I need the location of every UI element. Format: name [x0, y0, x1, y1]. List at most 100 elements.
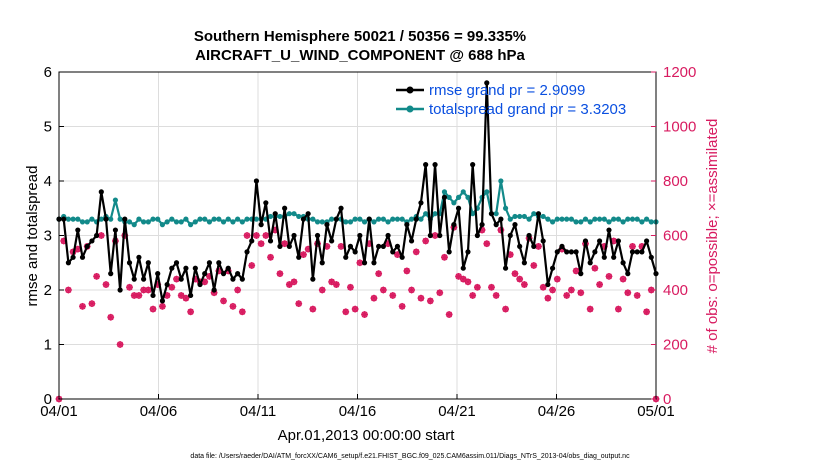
obs-assimilated-stroke [455, 273, 462, 280]
obs-assimilated-point [257, 240, 265, 248]
obs-assimilated-stroke [375, 270, 382, 277]
spread-point [371, 219, 377, 225]
spread-point [596, 216, 603, 222]
obs-assimilated-stroke [230, 303, 236, 310]
spread-point [517, 213, 523, 220]
rmse-point [615, 238, 621, 244]
rmse-point [267, 238, 274, 244]
obs-assimilated-stroke [239, 308, 246, 315]
obs-assimilated-stroke [309, 306, 316, 312]
obs-assimilated-point [342, 308, 350, 316]
rmse-point [474, 232, 480, 239]
obs-assimilated-stroke [79, 303, 86, 310]
rmse-point [361, 260, 368, 266]
rmse-point [206, 260, 213, 266]
obs-assimilated-stroke [173, 276, 180, 283]
spread-point [178, 219, 184, 225]
obs-assimilated-point [464, 278, 472, 286]
obs-assimilated-stroke [267, 254, 274, 261]
rmse-point [408, 238, 415, 244]
rmse-point [460, 265, 466, 271]
spread-point [136, 216, 142, 222]
x-tick-label: 04/21 [438, 403, 476, 420]
chart-subtitle: AIRCRAFT_U_WIND_COMPONENT @ 688 hPa [195, 47, 525, 64]
spread-point [253, 216, 260, 222]
rmse-point [432, 162, 438, 168]
spread-point [578, 219, 584, 225]
spread-point [390, 216, 396, 222]
y-tick-label: 4 [44, 173, 52, 190]
spread-point [206, 219, 213, 225]
spread-point [648, 219, 654, 225]
obs-assimilated-stroke [361, 311, 368, 318]
rmse-point [564, 249, 570, 255]
obs-assimilated-point [502, 305, 509, 313]
rmse-point [441, 194, 448, 200]
obs-assimilated-stroke [65, 287, 72, 293]
spread-point [164, 219, 170, 225]
obs-assimilated-stroke [126, 284, 133, 291]
y2-tick-label: 200 [663, 337, 688, 354]
y2-tick-label: 1200 [663, 64, 696, 81]
rmse-point [446, 249, 452, 255]
rmse-point [155, 271, 161, 277]
rmse-point [427, 232, 433, 239]
y2-tick-label: 0 [663, 391, 671, 408]
rmse-point [484, 80, 490, 86]
obs-assimilated-point [379, 286, 387, 294]
obs-assimilated-stroke [328, 278, 335, 285]
obs-assimilated-stroke [131, 292, 138, 299]
obs-assimilated-stroke [488, 284, 495, 291]
obs-assimilated-point [276, 270, 284, 278]
obs-assimilated-point [469, 292, 477, 299]
obs-assimilated-stroke [479, 227, 485, 233]
spread-point [455, 194, 462, 200]
rmse-point [225, 265, 231, 271]
rmse-point [324, 222, 330, 228]
obs-assimilated-point [130, 292, 138, 299]
rmse-point [465, 249, 471, 255]
obs-assimilated-stroke [88, 300, 95, 307]
obs-assimilated-stroke [183, 295, 189, 302]
obs-assimilated-stroke [512, 270, 518, 277]
rmse-point [141, 276, 147, 282]
obs-assimilated-stroke [399, 303, 406, 310]
obs-assimilated-stroke [248, 262, 255, 269]
obs-assimilated-stroke [150, 306, 156, 312]
rmse-point [413, 216, 419, 222]
rmse-point [488, 211, 495, 217]
obs-assimilated-stroke [615, 306, 622, 312]
rmse-point [117, 287, 123, 293]
rmse-point [357, 232, 363, 239]
spread-point [376, 216, 382, 222]
rmse-point [112, 227, 119, 233]
obs-assimilated-stroke [281, 240, 288, 247]
spread-point [310, 216, 316, 222]
obs-assimilated-stroke [234, 287, 241, 293]
obs-assimilated-point [549, 286, 556, 294]
spread-point [446, 194, 452, 200]
rmse-point [244, 249, 250, 255]
obs-assimilated-point [422, 237, 430, 245]
spread-point [568, 216, 574, 222]
obs-assimilated-point [248, 262, 256, 269]
rmse-point [263, 200, 269, 206]
obs-assimilated-stroke [507, 251, 514, 258]
rmse-point [390, 249, 396, 255]
obs-assimilated-point [182, 294, 190, 302]
obs-assimilated-point [177, 292, 185, 299]
rmse-point [84, 243, 90, 249]
spread-point [432, 211, 438, 217]
rmse-point [173, 260, 180, 266]
obs-assimilated-stroke [643, 308, 650, 315]
spread-point [112, 197, 119, 203]
spread-point [484, 189, 490, 195]
spread-point [564, 216, 570, 222]
rmse-point [314, 232, 321, 239]
obs-assimilated-point [455, 272, 462, 280]
spread-point [211, 216, 217, 222]
obs-assimilated-stroke [342, 308, 349, 315]
spread-point [394, 216, 401, 222]
spread-point [183, 216, 189, 222]
rmse-point [648, 254, 654, 260]
